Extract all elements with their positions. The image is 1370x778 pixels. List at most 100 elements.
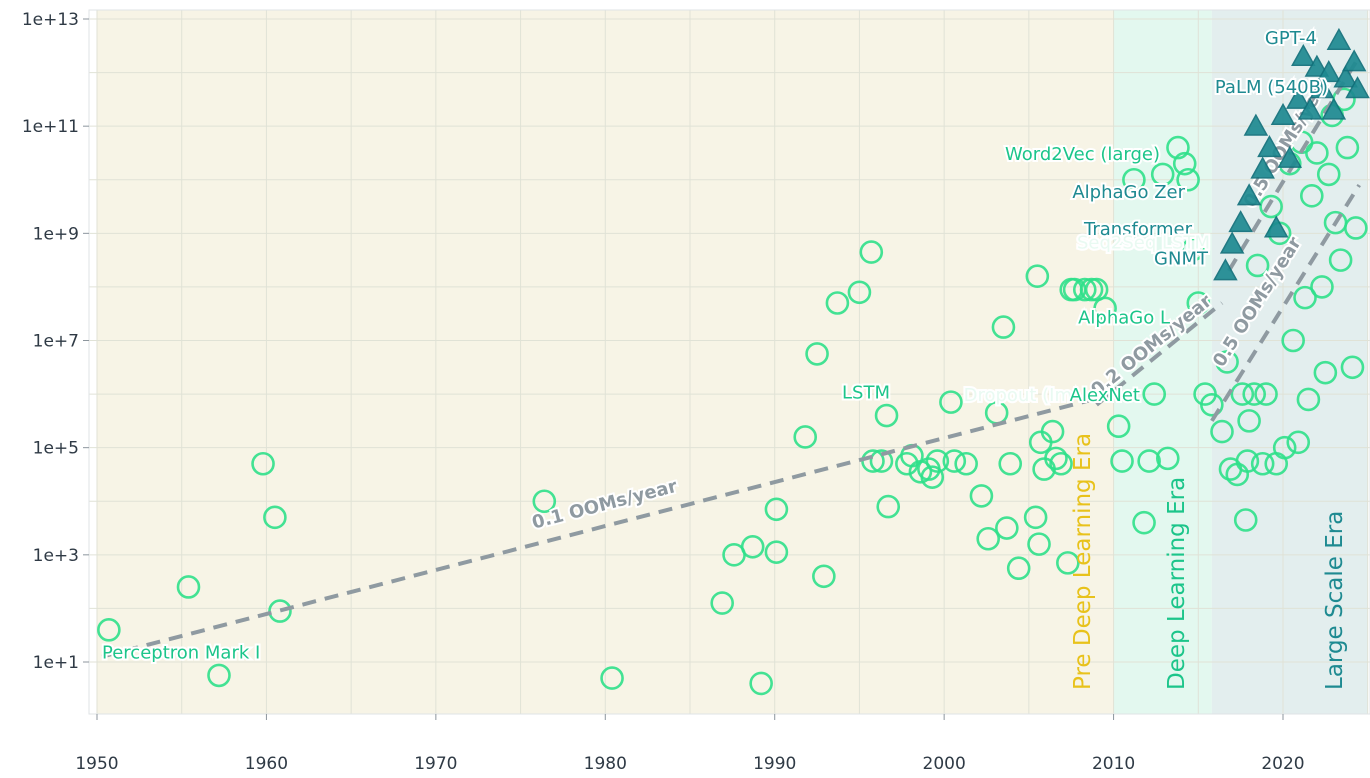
triangle-point (1345, 76, 1370, 99)
circle-point (859, 240, 884, 264)
annotation-label: LSTM (842, 382, 890, 403)
circle-point (176, 575, 201, 599)
circle-point (1272, 435, 1297, 460)
circle-point (1293, 285, 1317, 310)
circle-point (1281, 328, 1305, 353)
x-tick-label: 1950 (75, 754, 118, 774)
x-tick-label: 1960 (245, 754, 288, 774)
circle-point (998, 451, 1023, 476)
triangle-point (1228, 210, 1253, 233)
model-annotations: GPT-4 PaLM (540B) Word2Vec (large) AlphaGo … (100, 26, 1330, 665)
circle-point (1106, 414, 1131, 439)
circle-point (1122, 167, 1146, 192)
circle-point (749, 671, 773, 696)
era-label: Deep Learning Era (1164, 477, 1190, 690)
triangle-point (1326, 27, 1352, 50)
trend-line (101, 392, 1115, 659)
circle-point (1155, 446, 1180, 471)
circle-point (1006, 556, 1031, 581)
y-tick-label: 1e+13 (22, 10, 79, 30)
circle-point (793, 425, 818, 449)
circle-point (1316, 162, 1341, 187)
y-tick-label: 1e+11 (22, 117, 79, 137)
triangle-series (1213, 27, 1370, 281)
circle-point (1210, 419, 1234, 444)
circle-point (847, 280, 872, 305)
trend-line (1210, 184, 1361, 422)
circle-point (991, 315, 1016, 339)
y-tick-label: 1e+5 (33, 439, 79, 459)
circle-point (1254, 382, 1278, 406)
x-tick-label: 1990 (753, 754, 796, 774)
circle-point (207, 663, 231, 688)
annotation-label: PaLM (540B) (1215, 77, 1328, 98)
era-label: Pre Deep Learning Era (1070, 433, 1096, 690)
circle-point (874, 403, 899, 428)
circle-point (1110, 449, 1134, 473)
circle-point (1172, 151, 1197, 176)
x-tick-label: 1980 (584, 754, 627, 774)
circle-point (1181, 237, 1206, 262)
circle-point (1259, 194, 1283, 219)
circle-point (1040, 419, 1065, 444)
circle-point (869, 449, 894, 473)
circle-point (825, 291, 850, 315)
circle-point (1300, 184, 1324, 208)
triangle-point (1219, 231, 1245, 254)
circle-point (1233, 508, 1258, 532)
triangle-point (1333, 65, 1358, 88)
circle-point (925, 449, 950, 473)
circle-point (1027, 532, 1051, 556)
triangle-point (1250, 156, 1275, 179)
circle-point (812, 564, 836, 589)
circle-point (97, 618, 121, 642)
y-tick-label: 1e+3 (33, 546, 79, 566)
triangle-point (1304, 54, 1330, 77)
circle-point (969, 484, 994, 508)
circle-point (1176, 167, 1200, 192)
annotation-label: AlphaGo Zer (1072, 182, 1185, 203)
circle-point (263, 505, 287, 530)
circle-point (1235, 449, 1260, 473)
annotation-label: GPT-4 (1265, 28, 1317, 49)
circle-point (995, 516, 1019, 540)
era-band-1 (1113, 10, 1212, 714)
circle-point (1313, 360, 1338, 385)
circle-point (876, 494, 901, 519)
circle-point (1200, 392, 1224, 417)
circle-point (1230, 382, 1255, 406)
trend-line (1095, 301, 1224, 407)
circle-point (1335, 135, 1360, 160)
circle-point (764, 497, 789, 522)
circle-point (740, 534, 765, 559)
circle-point (1328, 248, 1353, 272)
circle-point (1056, 551, 1080, 575)
triangle-point (1341, 49, 1367, 72)
circle-point (1237, 409, 1261, 433)
circle-point (710, 591, 734, 615)
circle-point (1084, 277, 1109, 302)
circle-point (976, 526, 1000, 551)
annotation-label: Dropout (Im (964, 385, 1072, 406)
circle-point (1093, 296, 1117, 321)
circle-point (1150, 162, 1175, 187)
annotation-label: GNMT (1154, 248, 1209, 269)
circle-point (1305, 141, 1329, 165)
y-tick-label: 1e+7 (33, 332, 79, 352)
x-tick-label: 2010 (1092, 754, 1135, 774)
circle-point (1344, 216, 1368, 240)
circle-point (1250, 451, 1275, 476)
circle-point (251, 451, 275, 476)
circle-point (1310, 275, 1334, 299)
era-labels: Pre Deep Learning Era Deep Learning Era La… (1070, 433, 1348, 690)
circle-point (1142, 382, 1167, 406)
grid-lines (89, 10, 1370, 714)
y-tick-label: 1e+1 (33, 653, 79, 673)
circle-point (942, 449, 967, 473)
circle-point (1242, 382, 1266, 406)
circle-point (1215, 350, 1239, 374)
circle-point (1025, 264, 1050, 289)
triangle-point (1263, 215, 1289, 238)
triangle-point (1297, 97, 1323, 120)
circle-point (268, 599, 292, 623)
